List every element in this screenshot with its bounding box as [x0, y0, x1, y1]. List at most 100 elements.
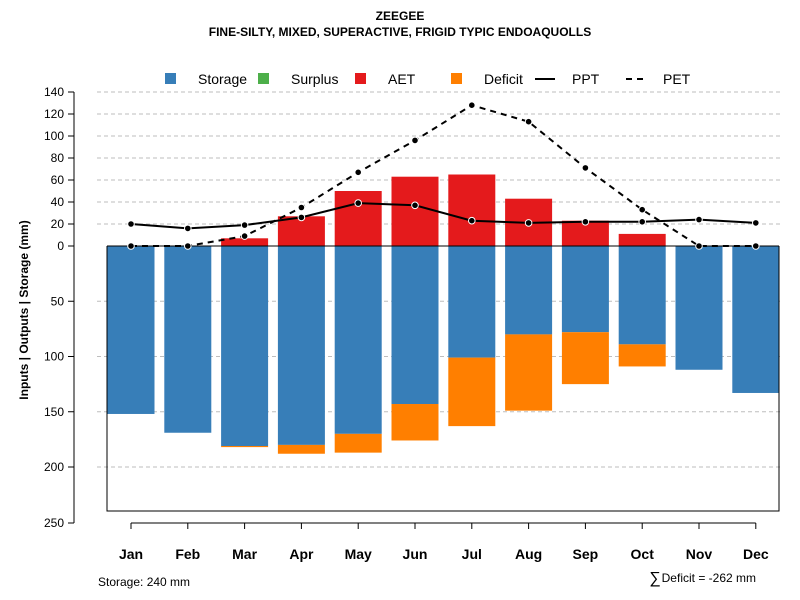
ppt-point-jul: [468, 216, 476, 225]
bar-aet-jul: [448, 174, 496, 246]
bar-deficit-sep: [561, 332, 609, 385]
ppt-point-jan: [127, 220, 135, 228]
bar-deficit-may: [334, 433, 382, 453]
y-tick-label: 60: [51, 173, 65, 187]
pet-point-oct: [638, 205, 647, 214]
legend-swatch-aet: [355, 73, 366, 84]
legend-label-storage: Storage: [198, 71, 247, 87]
sum-symbol: ∑: [649, 570, 661, 587]
ppt-point-mar: [240, 221, 249, 229]
bar-deficit-oct: [618, 344, 666, 367]
x-tick-label-jan: Jan: [119, 546, 143, 562]
x-tick-label-oct: Oct: [631, 546, 655, 562]
pet-point-jun: [411, 136, 419, 145]
bar-storage-jul: [448, 246, 496, 358]
x-tick-label-apr: Apr: [289, 546, 314, 562]
bar-storage-mar: [221, 246, 269, 447]
pet-point-jan: [127, 242, 135, 250]
pet-point-apr: [297, 203, 306, 212]
bar-storage-may: [334, 246, 382, 434]
y-tick-label: 120: [44, 107, 64, 121]
y-tick-label: 200: [44, 460, 64, 474]
ppt-point-jun: [411, 201, 419, 210]
legend-label-aet: AET: [388, 71, 416, 87]
chart-subtitle: FINE-SILTY, MIXED, SUPERACTIVE, FRIGID T…: [208, 25, 592, 39]
y-tick-label: 250: [44, 516, 64, 530]
bar-aet-oct: [618, 233, 666, 246]
ppt-point-sep: [581, 218, 590, 226]
ppt-point-may: [354, 199, 363, 207]
y-tick-label: 0: [57, 239, 64, 253]
x-tick-label-may: May: [345, 546, 372, 562]
bars: [107, 174, 780, 454]
bar-storage-apr: [277, 246, 325, 445]
legend-label-pet: PET: [663, 71, 691, 87]
x-tick-label-sep: Sep: [573, 546, 599, 562]
legend-label-deficit: Deficit: [484, 71, 523, 87]
plot-frame: [106, 245, 780, 512]
ppt-point-oct: [638, 218, 647, 226]
bar-storage-dec: [732, 246, 780, 393]
bar-storage-jun: [391, 246, 439, 405]
bar-storage-jan: [107, 246, 155, 414]
bar-deficit-mar: [221, 446, 269, 448]
y-tick-label: 140: [44, 85, 64, 99]
x-tick-label-nov: Nov: [686, 546, 713, 562]
bar-deficit-aug: [505, 334, 553, 411]
bar-storage-nov: [675, 246, 723, 370]
axes: 0 20 40 60 80 100 120 140 50 100 150 200 250 Jan Feb Ma…: [44, 85, 769, 562]
bar-aet-apr: [277, 216, 325, 246]
y-tick-label: 150: [44, 405, 64, 419]
ppt-point-apr: [297, 213, 306, 222]
storage-capacity-frame: [106, 246, 780, 512]
pet-point-mar: [240, 232, 249, 240]
x-tick-label-jul: Jul: [462, 546, 482, 562]
y-tick-label: 50: [51, 294, 65, 308]
storage-note: Storage: 240 mm: [98, 575, 191, 589]
y-tick-label: 100: [44, 350, 64, 364]
chart-title: ZEEGEE: [375, 9, 425, 23]
bar-storage-oct: [618, 246, 666, 345]
ppt-point-aug: [524, 219, 533, 227]
y-tick-label: 20: [51, 217, 65, 231]
pet-point-may: [354, 168, 363, 177]
x-tick-label-feb: Feb: [175, 546, 200, 562]
y-tick-label: 40: [51, 195, 65, 209]
legend-swatch-storage: [165, 73, 176, 84]
pet-point-dec: [752, 242, 760, 250]
legend-label-ppt: PPT: [572, 71, 600, 87]
bar-storage-feb: [164, 246, 212, 433]
y-axis-label: Inputs | Outputs | Storage (mm): [17, 220, 31, 399]
x-tick-label-mar: Mar: [232, 546, 257, 562]
bar-storage-sep: [561, 246, 609, 333]
pet-point-aug: [524, 117, 533, 126]
ppt-point-feb: [184, 224, 192, 233]
pet-point-feb: [184, 242, 192, 250]
x-tick-label-dec: Dec: [743, 546, 769, 562]
legend: Storage Surplus AET Deficit PPT PET: [165, 71, 691, 87]
legend-swatch-deficit: [451, 73, 462, 84]
legend-swatch-surplus: [258, 73, 269, 84]
ppt-point-dec: [752, 219, 760, 227]
pet-point-sep: [581, 164, 590, 172]
ppt-line: [130, 202, 756, 230]
x-tick-label-aug: Aug: [515, 546, 542, 562]
pet-point-jul: [468, 101, 476, 109]
deficit-summary: ∑Deficit = -262 mm: [649, 570, 756, 588]
y-tick-label: 80: [51, 151, 65, 165]
bar-aet-jun: [391, 176, 439, 246]
legend-label-surplus: Surplus: [291, 71, 338, 87]
bar-aet-mar: [221, 238, 269, 246]
pet-line: [131, 104, 756, 247]
pet-point-nov: [695, 242, 703, 250]
bar-storage-aug: [505, 246, 553, 335]
deficit-note: Deficit = -262 mm: [661, 571, 756, 585]
bar-aet-may: [334, 191, 382, 246]
ppt-point-nov: [695, 215, 703, 224]
x-tick-label-jun: Jun: [403, 546, 428, 562]
series-lines: [127, 101, 760, 250]
bar-deficit-jul: [448, 357, 496, 427]
bar-deficit-apr: [277, 444, 325, 454]
y-tick-label: 100: [44, 129, 64, 143]
